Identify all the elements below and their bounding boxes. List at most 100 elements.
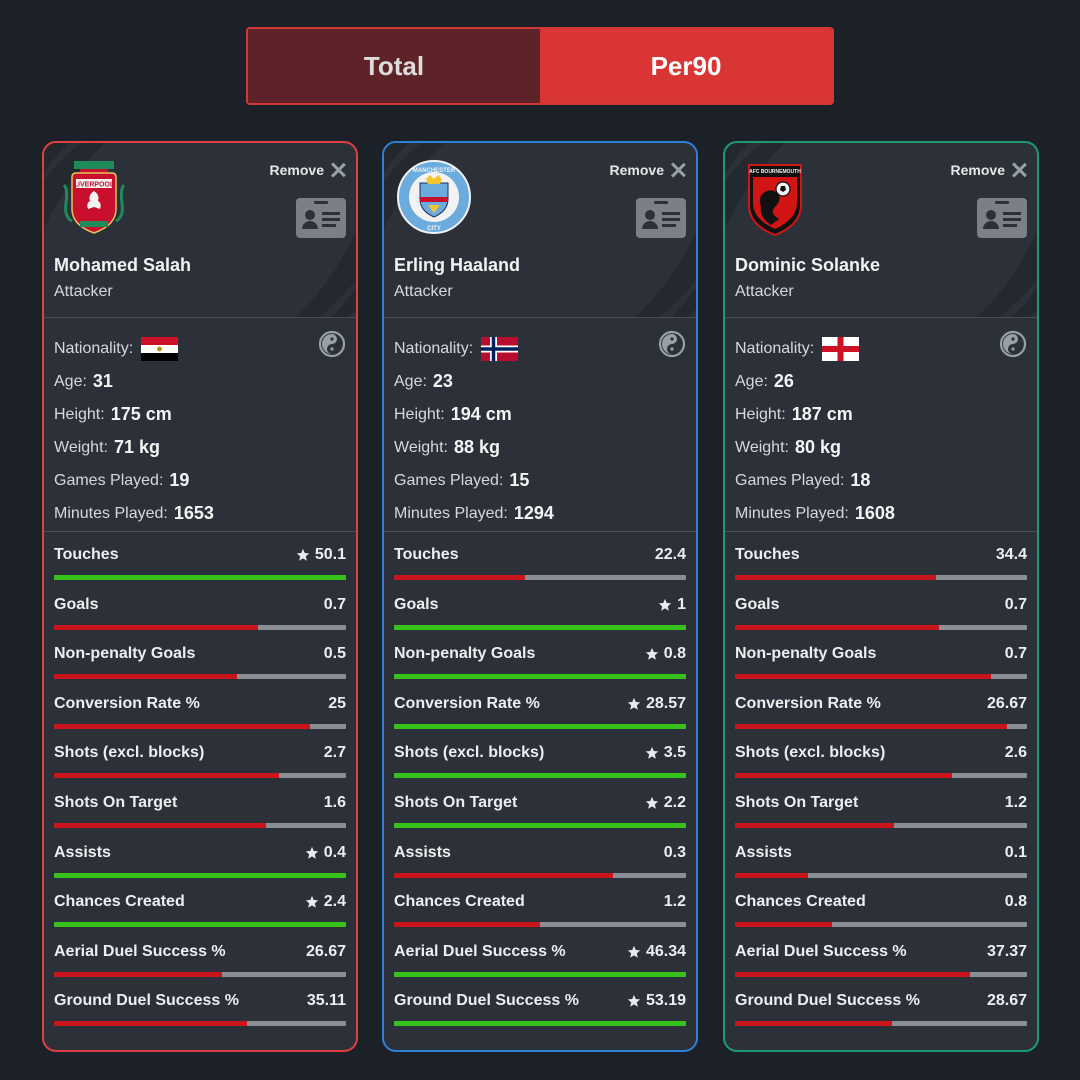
stat-label: Chances Created <box>394 893 525 911</box>
stat-bar <box>394 723 686 729</box>
stat-label: Goals <box>54 595 99 613</box>
bio-row: Minutes Played: 1653 <box>54 497 346 530</box>
stat-bar <box>735 773 1027 779</box>
close-icon <box>670 162 686 178</box>
yin-yang-icon[interactable] <box>658 330 686 358</box>
player-stats: Touches 22.4 Goals 1 Non-penalty Goals 0.8 Con… <box>384 532 696 1040</box>
player-stats: Touches 50.1 Goals 0.7 Non-penalty Goals 0.5 C… <box>44 532 356 1040</box>
svg-text:AFC BOURNEMOUTH: AFC BOURNEMOUTH <box>749 169 801 175</box>
stat-bar-fill <box>394 922 540 928</box>
stat-bar-fill <box>54 922 346 928</box>
stat-bar-fill <box>394 1021 686 1027</box>
nationality-label: Nationality: <box>394 339 474 357</box>
stat-value: 0.7 <box>323 595 346 613</box>
nationality-row: Nationality: <box>394 332 686 365</box>
stat-label: Non-penalty Goals <box>735 645 877 663</box>
id-card-icon[interactable] <box>977 198 1027 238</box>
bio-label: Minutes Played: <box>54 504 168 522</box>
id-card-icon[interactable] <box>296 198 346 238</box>
stat-value: 28.57 <box>627 695 686 713</box>
stat-value: 2.7 <box>323 744 346 762</box>
manchester-city-crest-icon: MANCHESTER CITY <box>397 159 471 239</box>
stat-row: Chances Created 1.2 <box>394 891 686 941</box>
egypt-flag-icon <box>141 336 179 361</box>
stat-row: Conversion Rate % 28.57 <box>394 693 686 743</box>
stat-bar <box>735 1021 1027 1027</box>
stat-label: Assists <box>54 843 111 861</box>
total-tab[interactable]: Total <box>248 29 540 103</box>
stat-label: Aerial Duel Success % <box>394 942 566 960</box>
remove-label: Remove <box>269 162 324 178</box>
stat-bar-fill <box>394 971 686 977</box>
star-icon <box>658 598 672 611</box>
stat-row: Shots On Target 1.2 <box>735 792 1027 842</box>
remove-button[interactable]: Remove <box>951 162 1027 178</box>
player-card-header: LIVERPOOL Remove Mohamed Salah Attacker <box>44 143 356 318</box>
yin-yang-icon[interactable] <box>999 330 1027 358</box>
id-card-icon[interactable] <box>636 198 686 238</box>
stat-bar-fill <box>54 822 267 828</box>
stat-bar-fill <box>735 575 936 580</box>
stat-value: 0.7 <box>1004 595 1027 613</box>
stat-row: Ground Duel Success % 35.11 <box>54 990 346 1040</box>
remove-button[interactable]: Remove <box>270 162 346 178</box>
remove-button[interactable]: Remove <box>610 162 686 178</box>
per90-tab[interactable]: Per90 <box>540 29 832 103</box>
stat-row: Goals 0.7 <box>54 594 346 644</box>
nationality-row: Nationality: <box>54 332 346 365</box>
svg-text:MANCHESTER: MANCHESTER <box>413 168 456 174</box>
stat-label: Shots (excl. blocks) <box>394 744 545 762</box>
close-icon <box>330 162 346 178</box>
player-name: Dominic Solanke <box>735 255 881 275</box>
stat-value: 50.1 <box>296 546 346 564</box>
stat-value: 34.4 <box>995 546 1027 563</box>
stat-label: Chances Created <box>54 893 185 911</box>
player-position: Attacker <box>394 283 453 300</box>
remove-label: Remove <box>609 162 664 178</box>
stat-value: 0.3 <box>663 843 686 861</box>
bournemouth-crest-icon: AFC BOURNEMOUTH <box>739 159 811 239</box>
close-icon <box>1011 162 1027 178</box>
bio-label: Minutes Played: <box>735 504 849 522</box>
stat-bar <box>394 971 686 977</box>
star-icon <box>296 548 310 561</box>
stat-label: Assists <box>394 843 451 861</box>
bio-value: 71 kg <box>113 437 160 457</box>
stat-bar <box>735 575 1027 580</box>
stat-row: Touches 22.4 <box>394 544 686 594</box>
player-card-header: MANCHESTER CITY Remove Erling Haaland At… <box>384 143 696 318</box>
stat-row: Shots (excl. blocks) 2.7 <box>54 742 346 792</box>
stat-value: 0.8 <box>645 645 686 663</box>
bio-row: Games Played: 18 <box>735 464 1027 497</box>
svg-text:LIVERPOOL: LIVERPOOL <box>74 182 115 189</box>
player-name: Erling Haaland <box>394 255 521 275</box>
stat-label: Ground Duel Success % <box>54 992 239 1010</box>
bio-label: Games Played: <box>54 471 164 489</box>
norway-flag-icon <box>481 336 519 361</box>
stat-bar <box>394 822 686 828</box>
bio-label: Weight: <box>54 438 108 456</box>
stat-bar-fill <box>735 624 940 630</box>
bio-label: Minutes Played: <box>394 504 508 522</box>
bio-row: Games Played: 15 <box>394 464 686 497</box>
stat-label: Assists <box>735 843 792 861</box>
stat-label: Conversion Rate % <box>735 694 881 712</box>
player-bio: Nationality: Age: 23 Height: 194 cm Weight: 8… <box>384 318 696 532</box>
bio-value: 175 cm <box>110 404 172 424</box>
stat-row: Goals 1 <box>394 594 686 644</box>
stat-value: 22.4 <box>654 546 686 563</box>
stat-bar <box>394 773 686 779</box>
stat-row: Non-penalty Goals 0.7 <box>735 643 1027 693</box>
stat-bar-fill <box>54 624 259 630</box>
stat-bar-fill <box>54 872 346 878</box>
stat-bar-fill <box>735 872 808 878</box>
stat-label: Aerial Duel Success % <box>54 942 226 960</box>
stat-bar <box>54 575 346 580</box>
bio-row: Height: 175 cm <box>54 398 346 431</box>
bio-label: Age: <box>394 372 427 390</box>
stat-row: Aerial Duel Success % 37.37 <box>735 941 1027 991</box>
yin-yang-icon[interactable] <box>318 330 346 358</box>
stat-value: 46.34 <box>627 943 686 961</box>
stat-row: Chances Created 0.8 <box>735 891 1027 941</box>
stat-bar <box>54 971 346 977</box>
